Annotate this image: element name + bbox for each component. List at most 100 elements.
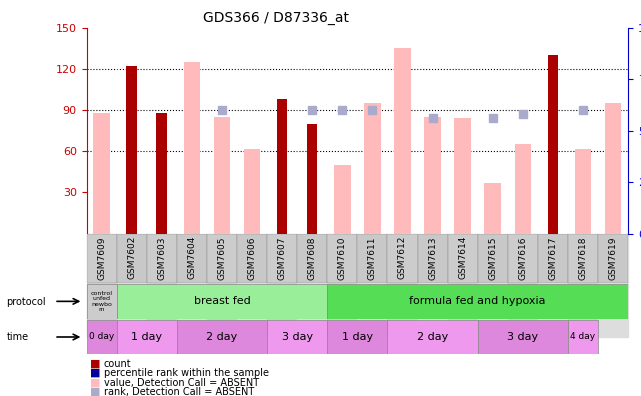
Bar [237,234,267,337]
Text: GSM7608: GSM7608 [308,236,317,280]
Text: GSM7613: GSM7613 [428,236,437,280]
Bar [485,183,501,234]
Bar [417,234,447,337]
Text: control
unfed
newbo
rn: control unfed newbo rn [90,291,113,312]
Bar [117,234,147,337]
Text: GSM7605: GSM7605 [217,236,226,280]
Bar [538,234,568,337]
Title: GDS366 / D87336_at: GDS366 / D87336_at [203,11,349,25]
Text: protocol: protocol [6,297,46,307]
Bar [277,99,287,234]
Bar [454,118,471,234]
Text: 1 day: 1 day [342,332,373,342]
Text: 0 day: 0 day [89,333,114,341]
Text: GSM7614: GSM7614 [458,236,467,280]
Bar [568,320,598,354]
Bar [267,234,297,283]
Bar [328,234,358,283]
Bar [387,234,417,283]
Text: count: count [104,358,131,369]
Text: GSM7609: GSM7609 [97,236,106,280]
Bar [538,234,568,283]
Bar [478,234,508,337]
Bar [117,284,328,319]
Bar [387,234,417,337]
Bar [515,145,531,234]
Text: GSM7615: GSM7615 [488,236,497,280]
Text: time: time [6,332,29,343]
Text: formula fed and hypoxia: formula fed and hypoxia [410,296,546,307]
Text: GSM7619: GSM7619 [609,236,618,280]
Bar [156,113,167,234]
Bar [598,234,628,283]
Text: 2 day: 2 day [206,332,238,342]
Bar [334,165,351,234]
Bar [126,66,137,234]
Text: 2 day: 2 day [417,332,448,342]
Text: GSM7618: GSM7618 [579,236,588,280]
Text: ■: ■ [90,377,100,388]
Bar [267,234,297,337]
Bar [508,234,538,337]
Bar [424,117,441,234]
Bar [117,234,147,283]
Bar [508,234,538,283]
Bar [478,234,508,283]
Bar [87,284,117,319]
Bar [328,320,387,354]
Bar [117,320,177,354]
Bar [394,48,411,234]
Text: GSM7612: GSM7612 [398,236,407,280]
Bar [307,124,317,234]
Bar [237,234,267,283]
Bar [547,55,558,234]
Bar [87,234,117,337]
Text: value, Detection Call = ABSENT: value, Detection Call = ABSENT [104,377,259,388]
Bar [605,103,621,234]
Text: ■: ■ [90,358,100,369]
Bar [87,320,117,354]
Bar [417,234,447,283]
Text: GSM7604: GSM7604 [187,236,196,280]
Text: 3 day: 3 day [281,332,313,342]
Bar [213,117,230,234]
Bar [177,320,267,354]
Text: GSM7602: GSM7602 [127,236,136,280]
Bar [328,284,628,319]
Bar [568,234,598,283]
Text: 3 day: 3 day [507,332,538,342]
Bar [358,234,387,283]
Bar [207,234,237,283]
Text: ■: ■ [90,368,100,378]
Bar [478,320,568,354]
Bar [297,234,328,337]
Bar [598,234,628,337]
Text: GSM7611: GSM7611 [368,236,377,280]
Bar [87,234,117,283]
Bar [364,103,381,234]
Text: GSM7603: GSM7603 [157,236,166,280]
Text: percentile rank within the sample: percentile rank within the sample [104,368,269,378]
Text: GSM7607: GSM7607 [278,236,287,280]
Text: GSM7617: GSM7617 [549,236,558,280]
Bar [147,234,177,283]
Bar [447,234,478,337]
Bar [267,320,328,354]
Bar [328,234,358,337]
Bar [568,234,598,337]
Text: 4 day: 4 day [570,333,595,341]
Text: GSM7610: GSM7610 [338,236,347,280]
Bar [177,234,207,337]
Bar [575,148,591,234]
Bar [207,234,237,337]
Bar [244,148,260,234]
Text: ■: ■ [90,387,100,396]
Bar [297,234,328,283]
Bar [358,234,387,337]
Bar [447,234,478,283]
Text: rank, Detection Call = ABSENT: rank, Detection Call = ABSENT [104,387,254,396]
Bar [183,62,200,234]
Bar [147,234,177,337]
Text: GSM7616: GSM7616 [519,236,528,280]
Text: GSM7606: GSM7606 [247,236,256,280]
